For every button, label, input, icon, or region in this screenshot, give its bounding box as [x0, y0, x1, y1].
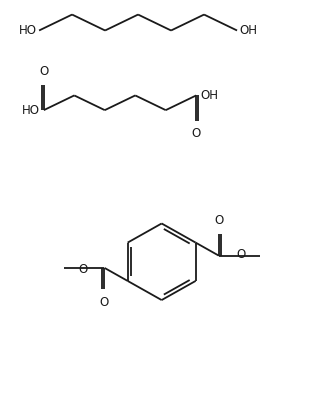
Text: O: O [78, 263, 87, 275]
Text: O: O [236, 248, 245, 261]
Text: HO: HO [19, 24, 36, 37]
Text: O: O [39, 65, 49, 78]
Text: O: O [214, 215, 223, 227]
Text: OH: OH [200, 89, 218, 102]
Text: OH: OH [240, 24, 258, 37]
Text: O: O [100, 296, 109, 309]
Text: HO: HO [22, 103, 40, 117]
Text: O: O [191, 127, 201, 140]
